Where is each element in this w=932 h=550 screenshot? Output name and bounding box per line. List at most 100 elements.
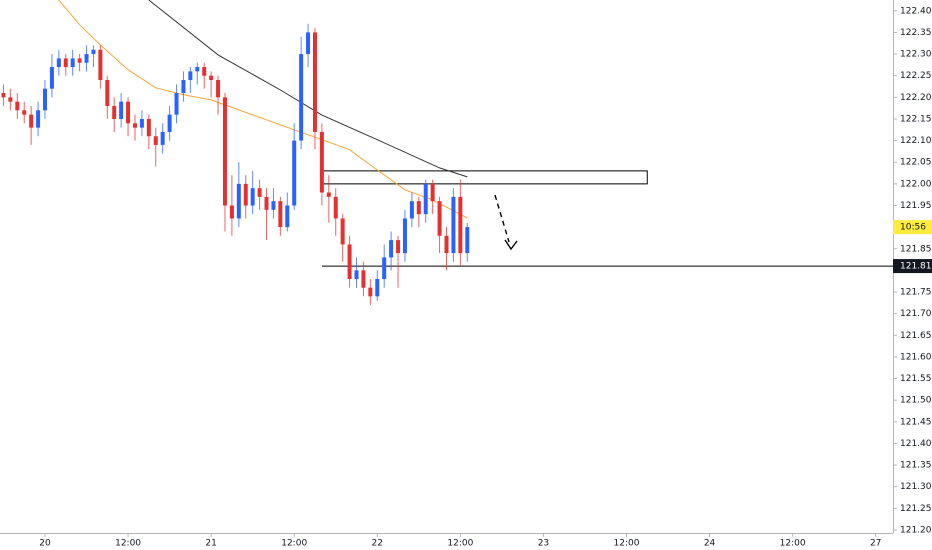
arrow-shaft (494, 194, 510, 243)
candle-body (236, 183, 241, 219)
y-tick-label: 121.700 (900, 309, 932, 319)
candle-body (368, 287, 373, 297)
y-tick-label: 121.300 (900, 482, 932, 492)
y-tick-label: 121.950 (900, 201, 932, 211)
candle-body (319, 131, 324, 193)
candle-body (292, 140, 297, 206)
candle-body (340, 218, 345, 245)
candle-body (465, 227, 470, 254)
x-tick-label: 23 (538, 539, 549, 549)
plot-area (1, 0, 893, 306)
candle-body (195, 67, 200, 72)
y-tick-label: 121.500 (900, 396, 932, 406)
candle-body (77, 58, 82, 63)
candle-body (91, 49, 96, 55)
y-tick-label: 121.450 (900, 417, 932, 427)
y-tick-label: 121.600 (900, 352, 932, 362)
drawn-arrow (494, 194, 518, 251)
candle-body (382, 257, 387, 280)
candle-body (209, 75, 214, 81)
x-tick-label: 27 (870, 539, 881, 549)
candle-body (98, 49, 103, 81)
candle-body (22, 110, 27, 115)
candle-body (333, 196, 338, 219)
x-tick-label: 12:00 (780, 539, 806, 549)
candle-body (257, 188, 262, 197)
candle-body (29, 114, 34, 128)
candle-body (299, 54, 304, 141)
x-tick-label: 12:00 (447, 539, 473, 549)
candle-body (285, 205, 290, 228)
y-tick-label: 121.650 (900, 331, 932, 341)
y-tick-label: 122.350 (900, 28, 932, 38)
candle-body (229, 205, 234, 219)
candle-body (160, 131, 165, 145)
candle-body (396, 240, 401, 254)
y-tick-label: 121.550 (900, 374, 932, 384)
y-tick-label: 122.100 (900, 136, 932, 146)
candle-body (375, 279, 380, 297)
candle-body (188, 71, 193, 81)
candle-body (264, 196, 269, 210)
x-tick-label: 12:00 (115, 539, 141, 549)
y-tick-label: 122.150 (900, 114, 932, 124)
y-tick-label: 121.850 (900, 244, 932, 254)
candle-body (430, 183, 435, 202)
candle-body (84, 54, 89, 63)
x-tick-label: 22 (372, 539, 383, 549)
x-tick-label: 12:00 (614, 539, 640, 549)
x-tick-label: 12:00 (281, 539, 307, 549)
candle-body (181, 80, 186, 94)
x-tick-label: 20 (39, 539, 51, 549)
y-tick-label: 122.250 (900, 71, 932, 81)
candle-body (347, 244, 352, 280)
candle-body (139, 118, 144, 128)
candle-body (42, 88, 47, 111)
candle-body (451, 196, 456, 254)
y-tick-label: 121.200 (900, 525, 932, 535)
y-tick-label: 122.050 (900, 158, 932, 168)
candle-body (389, 240, 394, 258)
candle-body (271, 201, 276, 210)
candle-body (250, 188, 255, 206)
y-tick-label: 121.750 (900, 288, 932, 298)
candle-body (402, 218, 407, 254)
y-tick-label: 122.000 (900, 179, 932, 189)
candle-body (119, 101, 124, 119)
candle-body (416, 201, 421, 215)
candle-body (146, 118, 151, 137)
moving-average (58, 0, 468, 219)
y-tick-label: 122.400 (900, 6, 932, 16)
level-tag-label: 121.810 (900, 262, 932, 272)
level-tag (893, 259, 932, 274)
candle-body (63, 58, 68, 68)
candle-body (36, 110, 41, 128)
y-tick-label: 121.250 (900, 504, 932, 514)
candle-body (458, 196, 463, 254)
candle-body (153, 136, 158, 145)
candle-body (437, 201, 442, 236)
y-tick-label: 122.200 (900, 93, 932, 103)
y-tick-label: 122.300 (900, 50, 932, 60)
candle-body (126, 101, 131, 124)
x-tick-label: 21 (205, 539, 216, 549)
candle-body (278, 201, 283, 228)
candle-body (354, 270, 359, 280)
candle-body (105, 80, 110, 106)
candle-body (174, 93, 179, 115)
candle-body (132, 123, 137, 128)
last-price-tag (893, 220, 932, 235)
candle-body (1, 93, 6, 98)
candle-body (8, 97, 13, 102)
candle-body (112, 105, 117, 119)
candle-body (216, 80, 221, 98)
candle-body (70, 58, 75, 68)
candle-body (56, 58, 61, 68)
candle-body (222, 97, 227, 206)
last-price-tag-label: 10:56 (900, 223, 926, 233)
candle-body (326, 192, 331, 197)
candle-body (423, 183, 428, 215)
candle-body (409, 201, 414, 219)
candle-body (312, 32, 317, 132)
